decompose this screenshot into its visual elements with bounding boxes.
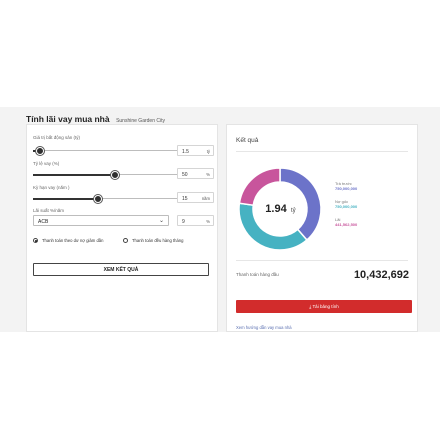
view-result-button[interactable]: XEM KẾT QUẢ bbox=[33, 263, 209, 276]
ratio-value: 50 bbox=[182, 171, 188, 178]
price-input[interactable]: 1.5 tỷ bbox=[177, 145, 214, 156]
term-input[interactable]: 15 năm bbox=[177, 192, 214, 203]
bank-select[interactable]: ACB ⌄ bbox=[33, 215, 169, 226]
download-sheet-button[interactable]: ⤓ Tải bảng tính bbox=[236, 300, 412, 313]
radio-declining-balance-label: Thanh toán theo dư nợ giảm dần bbox=[42, 238, 104, 243]
ratio-slider-fill bbox=[33, 173, 115, 176]
legend-principal-value: 750,000,000 bbox=[335, 204, 358, 209]
result-panel: Kết quả 1.94 tỷ Trả trước 750,000,000 Nợ… bbox=[226, 124, 418, 332]
legend-interest: Lãi 441,562,500 bbox=[335, 217, 357, 227]
price-slider[interactable] bbox=[33, 146, 196, 155]
term-slider-thumb[interactable] bbox=[94, 194, 103, 203]
payment-donut-chart: 1.94 tỷ bbox=[238, 167, 322, 251]
radio-equal-monthly-label: Thanh toán đều hàng tháng bbox=[132, 238, 184, 243]
legend-interest-value: 441,562,500 bbox=[335, 222, 358, 227]
ratio-slider[interactable] bbox=[33, 170, 196, 179]
ratio-slider-thumb[interactable] bbox=[110, 170, 119, 179]
rate-label: Lãi suất %/năm bbox=[33, 208, 65, 213]
term-label: Kỳ hạn vay (năm ) bbox=[33, 185, 70, 190]
price-slider-thumb[interactable] bbox=[35, 146, 44, 155]
price-value: 1.5 bbox=[182, 148, 189, 155]
result-title: Kết quả bbox=[236, 137, 259, 144]
chevron-down-icon: ⌄ bbox=[158, 218, 164, 224]
legend-prepaid-label: Trả trước bbox=[335, 181, 352, 186]
guide-link[interactable]: Xem hướng dẫn vay mua nhà bbox=[236, 325, 292, 330]
legend-principal: Nợ gốc 750,000,000 bbox=[335, 199, 357, 209]
donut-center-unit: tỷ bbox=[291, 207, 296, 214]
ratio-input[interactable]: 50 % bbox=[177, 168, 214, 179]
ratio-label: Tỷ lệ vay (%) bbox=[33, 161, 60, 166]
rate-unit: % bbox=[206, 219, 210, 224]
legend-prepaid: Trả trước 750,000,000 bbox=[335, 181, 357, 191]
term-value: 15 bbox=[182, 195, 188, 202]
rate-input[interactable]: 9 % bbox=[177, 215, 214, 226]
donut-center-value: 1.94 bbox=[265, 203, 287, 215]
divider bbox=[236, 260, 408, 261]
term-slider-fill bbox=[33, 197, 99, 200]
total-value: 10,432,692 bbox=[353, 269, 409, 281]
page-title-text: Tính lãi vay mua nhà bbox=[26, 114, 110, 124]
ratio-unit: % bbox=[206, 172, 210, 177]
radio-declining-balance-dot[interactable] bbox=[33, 238, 38, 243]
legend-interest-label: Lãi bbox=[335, 217, 341, 222]
divider bbox=[236, 151, 408, 152]
radio-equal-monthly-dot[interactable] bbox=[123, 238, 128, 243]
term-slider[interactable] bbox=[33, 194, 196, 203]
page-title: Tính lãi vay mua nhà Sunshine Garden Cit… bbox=[26, 109, 165, 127]
download-sheet-label: Tải bảng tính bbox=[312, 304, 339, 309]
calculator-form: Giá trị bất động sản (tỷ) 1.5 tỷ Tỷ lệ v… bbox=[26, 124, 218, 332]
price-label: Giá trị bất động sản (tỷ) bbox=[33, 135, 81, 140]
bank-selected: ACB bbox=[38, 218, 49, 225]
legend-prepaid-value: 750,000,000 bbox=[335, 186, 358, 191]
donut-segment-2 bbox=[238, 167, 281, 207]
legend-principal-label: Nợ gốc bbox=[335, 199, 349, 204]
total-label: Thanh toán hàng đầu bbox=[236, 272, 279, 277]
rate-value: 9 bbox=[182, 218, 185, 225]
page-subtitle: Sunshine Garden City bbox=[116, 118, 165, 124]
download-icon: ⤓ bbox=[309, 304, 312, 309]
price-unit: tỷ bbox=[206, 149, 210, 154]
term-unit: năm bbox=[201, 196, 210, 201]
